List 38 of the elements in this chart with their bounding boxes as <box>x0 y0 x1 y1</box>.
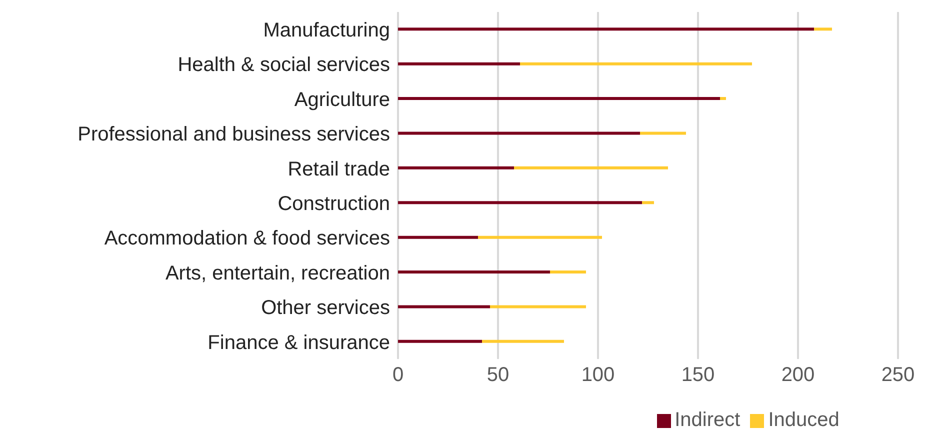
y-tick-label: Accommodation & food services <box>104 228 390 250</box>
x-tick-label: 250 <box>881 364 915 386</box>
bar <box>398 340 482 343</box>
x-tick-label: 50 <box>486 364 510 386</box>
y-tick-label: Agriculture <box>294 88 390 111</box>
y-tick-label: Arts, entertain, recreation <box>165 262 390 284</box>
y-tick-label: Retail trade <box>288 158 390 180</box>
x-tick-label: 100 <box>581 364 615 386</box>
x-tick-label: 0 <box>392 364 404 386</box>
bar <box>398 236 478 239</box>
bar <box>520 62 752 66</box>
y-tick-label: Other services <box>261 297 390 320</box>
y-tick-label: Manufacturing <box>263 19 390 42</box>
bar <box>814 28 832 31</box>
bar <box>550 270 586 274</box>
bar <box>490 305 586 308</box>
bar <box>398 62 520 66</box>
bar <box>640 132 686 135</box>
x-tick-label: 200 <box>781 364 815 386</box>
legend-label: Induced <box>768 409 840 431</box>
bar <box>398 166 514 170</box>
bar <box>398 97 720 100</box>
bar <box>398 305 490 308</box>
bar <box>398 132 640 135</box>
bar <box>398 28 814 31</box>
bar <box>482 340 564 343</box>
bar <box>398 201 642 204</box>
x-tick-label: 150 <box>681 364 715 386</box>
bar <box>642 201 654 204</box>
y-tick-label: Health & social services <box>178 54 390 76</box>
y-tick-label: Finance & insurance <box>208 332 390 354</box>
bar <box>478 236 602 239</box>
bar <box>398 270 550 274</box>
legend-label: Indirect <box>674 409 740 431</box>
bar <box>514 166 668 170</box>
y-tick-label: Professional and business services <box>78 124 390 146</box>
bar <box>720 97 726 100</box>
y-tick-label: Construction <box>278 192 390 215</box>
